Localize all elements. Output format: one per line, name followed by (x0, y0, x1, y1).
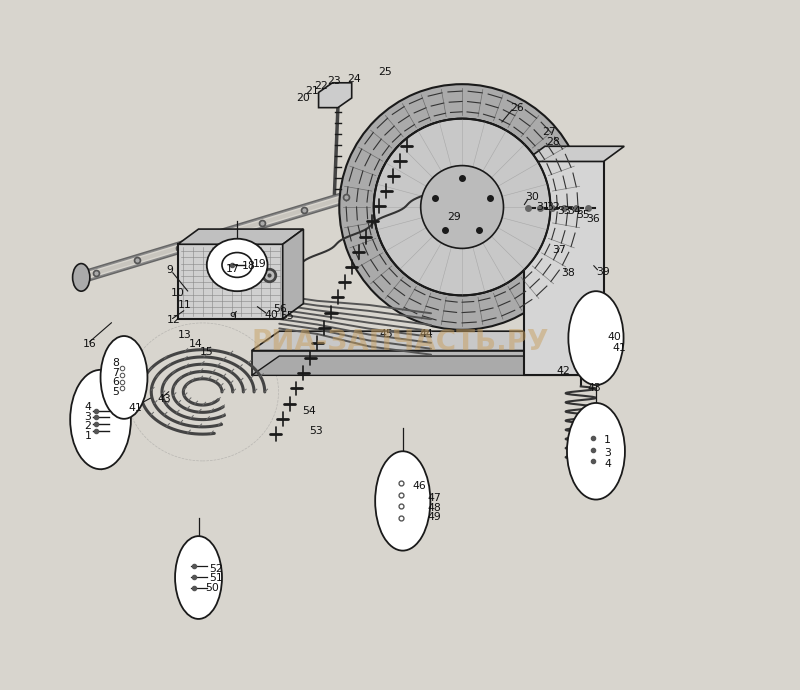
Text: 47: 47 (428, 493, 442, 503)
Text: 52: 52 (210, 564, 223, 573)
Text: 43: 43 (588, 383, 602, 393)
Text: 8: 8 (112, 358, 119, 368)
Text: 1: 1 (604, 435, 611, 445)
FancyBboxPatch shape (178, 244, 282, 319)
Text: 37: 37 (552, 245, 566, 255)
Ellipse shape (206, 239, 267, 291)
Text: 12: 12 (166, 315, 181, 325)
Polygon shape (318, 83, 352, 108)
FancyBboxPatch shape (524, 161, 603, 375)
Text: 27: 27 (542, 128, 556, 137)
Text: 10: 10 (171, 288, 185, 297)
Text: 7: 7 (112, 368, 119, 377)
Text: 43: 43 (157, 394, 171, 404)
Polygon shape (178, 229, 303, 244)
Text: 32: 32 (546, 202, 560, 212)
Text: 36: 36 (586, 215, 600, 224)
Text: 50: 50 (206, 583, 219, 593)
Text: 44: 44 (419, 329, 433, 339)
Text: 14: 14 (189, 339, 202, 348)
Polygon shape (282, 229, 303, 319)
Text: 49: 49 (428, 513, 442, 522)
Text: 34: 34 (567, 206, 581, 216)
Text: 31: 31 (537, 202, 550, 212)
Text: 56: 56 (273, 304, 286, 314)
Text: 4: 4 (85, 402, 91, 412)
Text: 54: 54 (302, 406, 316, 416)
Text: 39: 39 (596, 267, 610, 277)
Text: 3: 3 (85, 412, 91, 422)
Text: 40: 40 (607, 332, 621, 342)
Ellipse shape (175, 536, 222, 619)
Text: 13: 13 (178, 331, 191, 340)
Polygon shape (252, 356, 621, 375)
Text: 41: 41 (128, 404, 142, 413)
Text: 24: 24 (347, 74, 362, 83)
Ellipse shape (70, 370, 131, 469)
Text: 1: 1 (85, 431, 91, 441)
Text: 5: 5 (112, 387, 119, 397)
Text: 4: 4 (604, 459, 611, 469)
Text: 42: 42 (556, 366, 570, 376)
Text: 28: 28 (546, 137, 560, 147)
Text: 33: 33 (558, 206, 571, 216)
Text: 40: 40 (265, 310, 278, 319)
Text: 55: 55 (280, 311, 294, 321)
Text: 3: 3 (604, 448, 611, 457)
Text: 26: 26 (510, 103, 524, 112)
FancyBboxPatch shape (252, 351, 594, 375)
Text: 6: 6 (112, 377, 119, 387)
Text: 46: 46 (413, 481, 426, 491)
Text: 11: 11 (178, 300, 191, 310)
Text: 16: 16 (82, 339, 96, 348)
Text: 19: 19 (252, 259, 266, 268)
Text: 53: 53 (309, 426, 322, 435)
Ellipse shape (567, 403, 625, 500)
Text: 18: 18 (242, 262, 255, 271)
Text: 41: 41 (613, 343, 626, 353)
Text: 23: 23 (327, 77, 341, 86)
Ellipse shape (375, 451, 430, 551)
Text: 25: 25 (378, 67, 392, 77)
Circle shape (374, 119, 550, 295)
Ellipse shape (101, 336, 147, 419)
Text: 35: 35 (577, 210, 590, 220)
Text: РИА-ЗАПЧАСТЬ.РУ: РИА-ЗАПЧАСТЬ.РУ (251, 328, 549, 355)
Ellipse shape (222, 253, 252, 277)
Text: 9: 9 (166, 266, 174, 275)
Circle shape (421, 166, 503, 248)
Polygon shape (252, 331, 621, 351)
Text: 38: 38 (562, 268, 575, 278)
Text: 2: 2 (85, 422, 91, 431)
Text: 48: 48 (428, 503, 442, 513)
Text: 29: 29 (447, 212, 461, 221)
Text: 45: 45 (379, 329, 393, 339)
Text: 9: 9 (229, 313, 236, 322)
Polygon shape (524, 146, 624, 161)
Text: 51: 51 (210, 573, 223, 583)
Text: 21: 21 (305, 86, 318, 96)
Ellipse shape (73, 264, 90, 291)
Text: 20: 20 (297, 93, 310, 103)
Text: 17: 17 (226, 264, 240, 274)
Text: 30: 30 (526, 193, 539, 202)
Text: 15: 15 (200, 347, 214, 357)
Text: 22: 22 (314, 81, 328, 90)
Ellipse shape (568, 291, 623, 385)
